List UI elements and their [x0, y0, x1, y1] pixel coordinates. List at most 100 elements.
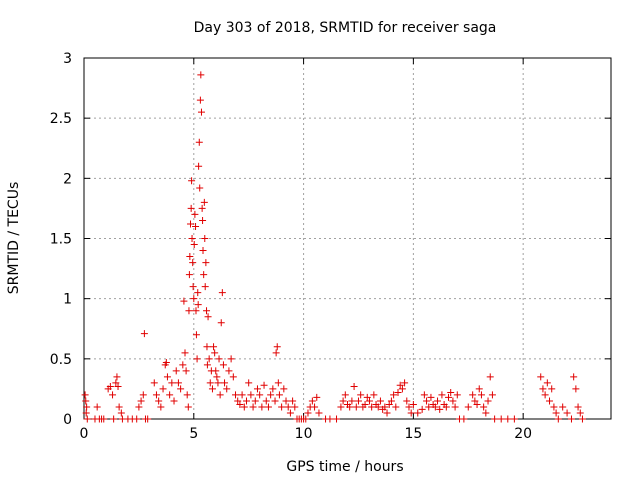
data-point	[159, 385, 167, 393]
data-point	[376, 397, 384, 405]
data-point	[113, 373, 121, 381]
data-point	[229, 373, 237, 381]
data-point	[348, 397, 356, 405]
data-point	[563, 409, 571, 417]
data-point	[390, 391, 398, 399]
data-point	[447, 389, 455, 397]
data-point	[368, 403, 376, 411]
data-point	[370, 391, 378, 399]
data-point	[140, 330, 148, 338]
data-point	[264, 403, 272, 411]
data-point	[280, 385, 288, 393]
data-point	[339, 397, 347, 405]
data-point	[174, 379, 182, 387]
data-point	[100, 415, 108, 423]
data-point	[236, 401, 244, 409]
data-point	[273, 343, 281, 351]
data-point	[326, 415, 334, 423]
data-point	[272, 349, 280, 357]
data-point	[203, 343, 211, 351]
data-point	[267, 391, 275, 399]
data-point	[190, 295, 198, 303]
data-point	[194, 289, 202, 297]
data-point	[504, 415, 512, 423]
data-point	[262, 397, 270, 405]
data-point	[188, 235, 196, 242]
data-point	[240, 403, 248, 411]
data-point	[471, 397, 479, 405]
data-point	[82, 409, 90, 417]
y-axis-label: SRMTID / TECUs	[6, 182, 22, 295]
data-point	[442, 403, 450, 411]
data-point	[274, 379, 282, 387]
data-point	[434, 397, 442, 405]
data-point	[192, 222, 200, 230]
y-tick-label: 1	[63, 292, 72, 308]
data-point	[213, 373, 221, 381]
y-tick-label: 2	[63, 171, 72, 187]
data-point	[189, 259, 197, 267]
data-point	[157, 403, 165, 411]
data-point	[427, 393, 435, 401]
data-point	[211, 349, 219, 357]
data-point	[401, 379, 409, 387]
data-point	[166, 391, 174, 399]
data-point	[407, 409, 415, 417]
data-point	[488, 391, 496, 399]
data-point	[574, 403, 582, 411]
data-point	[196, 96, 204, 104]
data-point	[163, 373, 171, 381]
data-point	[510, 415, 518, 423]
data-point	[110, 415, 118, 423]
data-point	[179, 361, 187, 369]
data-point	[117, 409, 125, 417]
data-point	[197, 71, 205, 79]
data-point	[357, 391, 365, 399]
data-point	[191, 210, 199, 218]
data-point	[482, 409, 490, 417]
data-point	[215, 355, 223, 363]
data-point	[352, 403, 360, 411]
data-point	[392, 403, 400, 411]
data-point	[537, 373, 545, 381]
data-point	[180, 297, 188, 305]
data-point	[194, 301, 202, 309]
x-tick-label: 20	[514, 426, 532, 442]
data-point	[177, 385, 185, 393]
data-point	[182, 367, 190, 375]
data-point	[238, 391, 246, 399]
data-point	[302, 415, 310, 423]
x-tick-label: 5	[189, 426, 198, 442]
data-point	[572, 385, 580, 393]
data-point	[217, 319, 225, 327]
data-point	[477, 391, 485, 399]
data-point	[436, 405, 444, 413]
data-point	[350, 383, 358, 391]
data-point	[187, 204, 195, 212]
data-point	[453, 391, 461, 399]
y-tick-label: 0.5	[50, 352, 72, 368]
data-point	[414, 409, 422, 417]
data-point	[341, 391, 349, 399]
data-point	[438, 391, 446, 399]
data-point	[219, 361, 227, 369]
data-point	[346, 403, 354, 411]
data-point	[133, 415, 141, 423]
data-point	[112, 379, 120, 387]
data-point	[218, 289, 226, 297]
data-point	[313, 393, 321, 401]
data-point	[189, 283, 197, 291]
data-point	[253, 385, 261, 393]
data-point	[232, 391, 240, 399]
data-point	[202, 259, 210, 267]
data-point	[374, 403, 382, 411]
data-point	[199, 247, 207, 255]
data-point	[363, 393, 371, 401]
data-point	[541, 391, 549, 399]
data-point	[150, 379, 158, 387]
data-point	[245, 379, 253, 387]
data-point	[546, 397, 554, 405]
data-point	[83, 403, 91, 411]
data-point	[184, 403, 192, 411]
